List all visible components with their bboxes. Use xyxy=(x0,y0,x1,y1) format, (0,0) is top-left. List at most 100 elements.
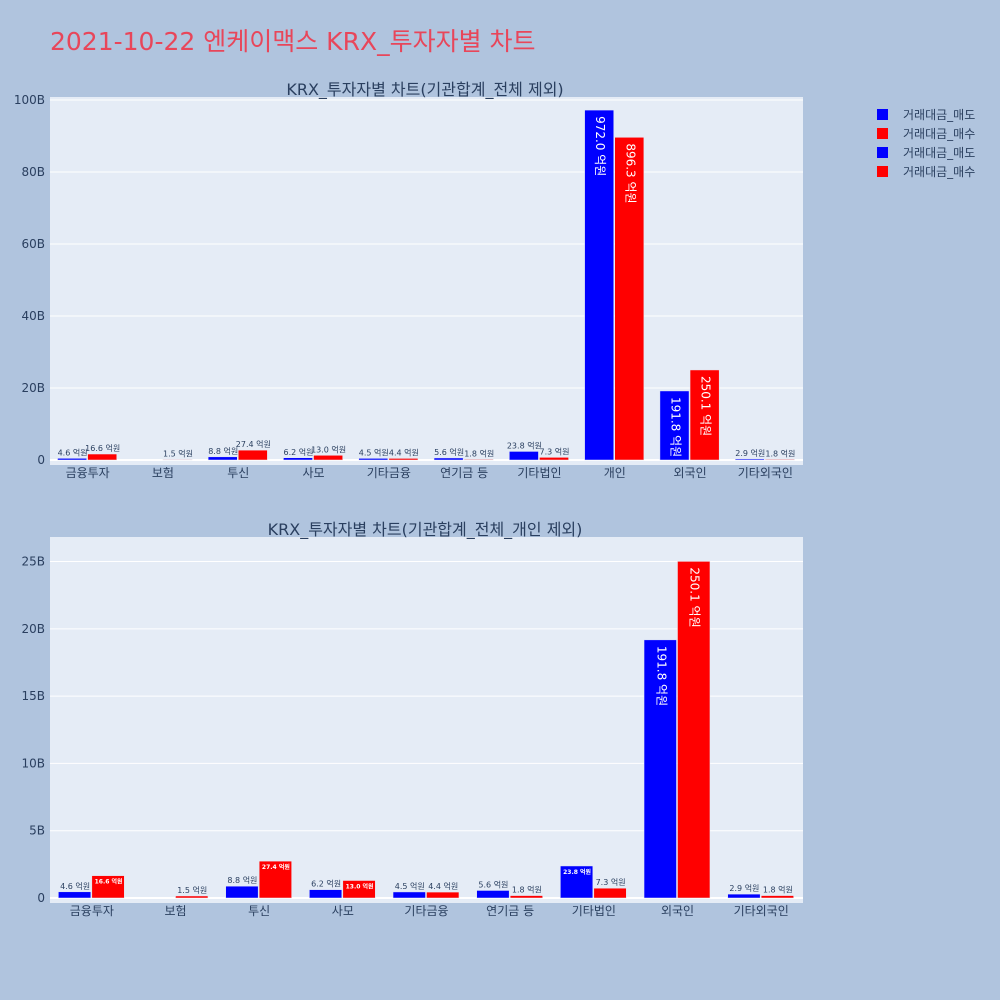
data-label: 16.6 억원 xyxy=(85,443,120,453)
legend-swatch xyxy=(877,128,888,139)
data-label: 4.5 억원 xyxy=(395,881,425,891)
data-label: 8.8 억원 xyxy=(208,446,238,456)
bar xyxy=(175,895,209,899)
x-tick-label: 기타외국인 xyxy=(738,466,793,480)
data-label: 6.2 억원 xyxy=(283,447,313,457)
bar xyxy=(57,458,87,461)
bar xyxy=(463,459,494,461)
data-label: 7.3 억원 xyxy=(540,446,570,456)
y-tick-label: 10B xyxy=(21,756,45,770)
bar xyxy=(593,887,627,899)
bar xyxy=(87,453,118,461)
data-label: 1.8 억원 xyxy=(765,448,795,458)
x-tick-label: 개인 xyxy=(604,466,626,480)
bar xyxy=(727,893,761,899)
chart-1: 0 20B 40B 60B 80B 100B KRX_투자자별 차트(기관합계_전체 제외)… xyxy=(14,80,803,480)
x-tick-label: 외국인 xyxy=(673,466,706,480)
data-label: 2.9 억원 xyxy=(729,883,759,893)
x-tick-label: 기타외국인 xyxy=(734,904,789,918)
data-label: 1.5 억원 xyxy=(177,885,207,895)
legend-item-label: 거래대금_매도 xyxy=(903,108,975,122)
data-label: 13.0 억원 xyxy=(311,444,346,454)
data-label: 27.4 억원 xyxy=(262,863,290,871)
bar xyxy=(614,137,645,461)
y-tick-label: 80B xyxy=(21,165,45,179)
data-label: 896.3 억원 xyxy=(623,143,637,203)
bar xyxy=(509,451,539,461)
x-tick-label: 기타금융 xyxy=(404,904,448,918)
bar xyxy=(388,458,419,461)
y-tick-label: 25B xyxy=(21,555,45,569)
bar xyxy=(358,458,389,461)
legend-swatch xyxy=(877,147,888,158)
data-label: 23.8 억원 xyxy=(507,440,542,450)
bar xyxy=(689,369,720,461)
x-tick-label: 사모 xyxy=(332,904,354,918)
data-label: 250.1 억원 xyxy=(688,567,702,627)
legend-swatch xyxy=(877,109,888,120)
x-tick-label: 금융투자 xyxy=(66,466,110,480)
bar xyxy=(765,459,795,461)
x-tick-label: 사모 xyxy=(303,466,325,480)
x-tick-label: 투신 xyxy=(248,904,270,918)
bar xyxy=(58,891,92,899)
y-tick-label: 100B xyxy=(14,93,45,107)
y-tick-label: 5B xyxy=(29,824,45,838)
bar xyxy=(238,449,268,461)
y-tick-label: 60B xyxy=(21,237,45,251)
x-tick-label: 보험 xyxy=(152,466,174,480)
x-tick-label: 투신 xyxy=(227,466,249,480)
chart-subtitle: KRX_투자자별 차트(기관합계_전체 제외) xyxy=(286,80,563,100)
legend-item-label: 거래대금_매수 xyxy=(903,127,975,141)
data-label: 1.8 억원 xyxy=(464,448,494,458)
main-title: 2021-10-22 엔케이맥스 KRX_투자자별 차트 xyxy=(50,27,536,56)
bar xyxy=(509,895,543,899)
bar xyxy=(476,890,510,899)
x-tick-label: 기타법인 xyxy=(572,904,616,918)
y-tick-label: 20B xyxy=(21,381,45,395)
y-tick-label: 40B xyxy=(21,309,45,323)
bar xyxy=(91,875,125,899)
data-label: 4.5 억원 xyxy=(359,447,389,457)
data-label: 972.0 억원 xyxy=(593,116,607,176)
bar xyxy=(734,458,765,461)
data-label: 7.3 억원 xyxy=(596,877,626,887)
data-label: 16.6 억원 xyxy=(95,878,123,886)
bar xyxy=(225,885,259,899)
bar xyxy=(659,390,690,461)
data-label: 13.0 억원 xyxy=(346,883,374,891)
bar xyxy=(342,880,376,899)
bar xyxy=(258,860,292,899)
legend-swatch xyxy=(877,166,888,177)
data-label: 8.8 억원 xyxy=(227,875,257,885)
data-label: 250.1 억원 xyxy=(699,376,713,436)
data-label: 27.4 억원 xyxy=(236,439,271,449)
data-label: 1.8 억원 xyxy=(763,885,793,895)
chart-subtitle: KRX_투자자별 차트(기관합계_전체_개인 제외) xyxy=(268,520,583,540)
legend-item-label: 거래대금_매도 xyxy=(903,146,975,160)
data-label: 191.8 억원 xyxy=(654,646,668,706)
data-label: 4.6 억원 xyxy=(60,881,90,891)
bar xyxy=(392,891,426,899)
data-label: 6.2 억원 xyxy=(311,879,341,889)
bar xyxy=(313,455,343,461)
bar xyxy=(643,639,677,899)
bar xyxy=(539,457,569,461)
x-tick-label: 연기금 등 xyxy=(440,466,488,480)
y-tick-label: 0 xyxy=(37,891,45,905)
bar xyxy=(207,456,238,461)
data-label: 23.8 억원 xyxy=(563,868,591,876)
chart-2: 0 5B 10B 15B 20B 25B KRX_투자자별 차트(기관합계_전체_개인 제외… xyxy=(21,520,803,918)
data-label: 191.8 억원 xyxy=(668,397,682,457)
bar xyxy=(677,561,711,899)
bar xyxy=(560,865,594,899)
y-tick-label: 0 xyxy=(37,453,45,467)
bar xyxy=(426,891,460,899)
bar xyxy=(162,459,193,461)
data-label: 4.4 억원 xyxy=(428,881,458,891)
y-tick-label: 15B xyxy=(21,689,45,703)
bar xyxy=(283,457,313,461)
x-tick-label: 기타법인 xyxy=(517,466,561,480)
